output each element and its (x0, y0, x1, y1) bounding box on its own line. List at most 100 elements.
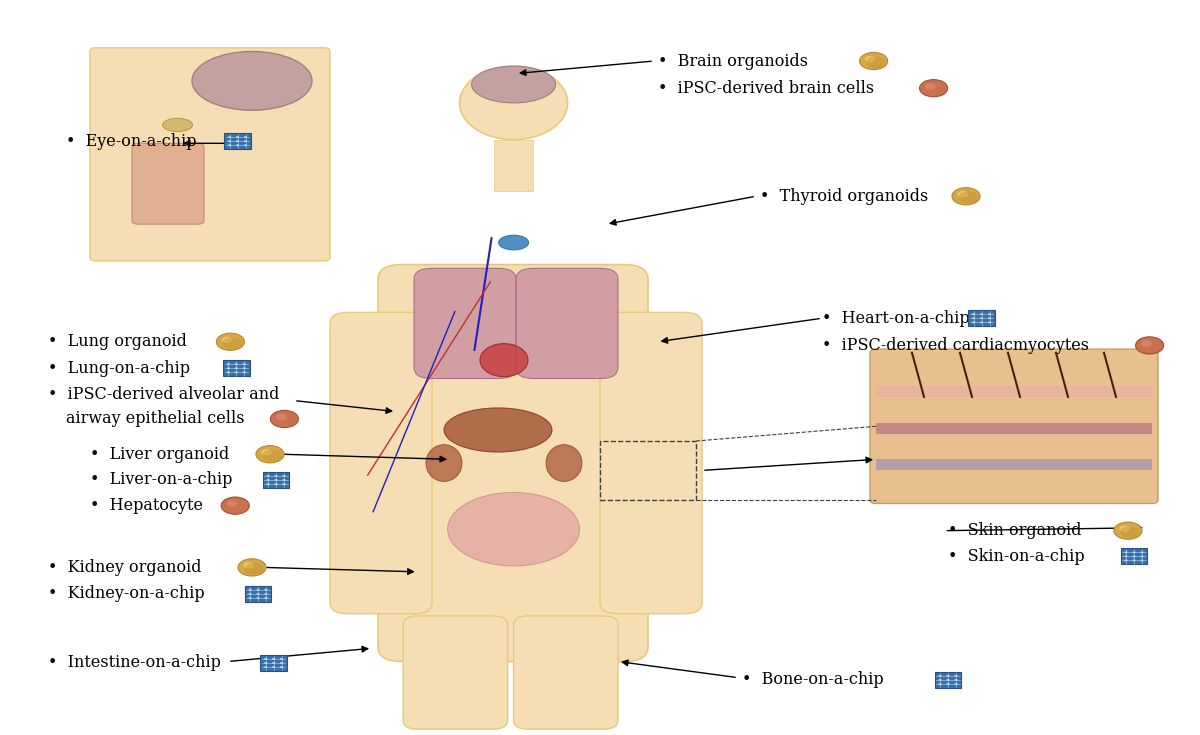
FancyBboxPatch shape (870, 349, 1158, 503)
Circle shape (947, 675, 949, 677)
Text: •  Skin organoid: • Skin organoid (948, 522, 1081, 539)
Bar (876, 459, 1152, 470)
Text: airway epithelial cells: airway epithelial cells (66, 410, 245, 428)
Circle shape (1133, 556, 1135, 557)
Circle shape (244, 136, 247, 138)
Circle shape (280, 658, 283, 660)
Circle shape (264, 662, 268, 664)
Ellipse shape (245, 563, 264, 575)
Circle shape (980, 313, 983, 315)
Ellipse shape (216, 333, 245, 351)
Circle shape (1140, 556, 1144, 557)
Circle shape (227, 371, 230, 373)
Bar (876, 423, 1152, 434)
Ellipse shape (1121, 526, 1140, 538)
Ellipse shape (163, 118, 192, 132)
Circle shape (282, 479, 286, 481)
Ellipse shape (866, 57, 886, 68)
Text: •  iPSC-derived cardiacmyocytes: • iPSC-derived cardiacmyocytes (822, 337, 1090, 354)
Ellipse shape (238, 559, 266, 576)
Circle shape (242, 363, 246, 365)
Ellipse shape (426, 445, 462, 481)
Ellipse shape (263, 450, 282, 462)
Ellipse shape (1114, 522, 1142, 539)
Circle shape (242, 368, 246, 369)
Circle shape (275, 475, 277, 477)
Circle shape (280, 662, 283, 664)
Circle shape (242, 371, 246, 373)
Circle shape (235, 371, 238, 373)
Circle shape (248, 589, 252, 591)
Circle shape (228, 144, 232, 146)
Circle shape (988, 321, 991, 323)
Circle shape (244, 140, 247, 142)
Circle shape (275, 483, 277, 485)
Ellipse shape (865, 56, 876, 62)
Bar (876, 386, 1152, 397)
Ellipse shape (859, 52, 888, 70)
FancyBboxPatch shape (132, 143, 204, 224)
Ellipse shape (499, 235, 529, 250)
Circle shape (264, 658, 268, 660)
FancyBboxPatch shape (600, 312, 702, 614)
Text: •  Brain organoids: • Brain organoids (658, 52, 808, 70)
Text: •  Intestine-on-a-chip: • Intestine-on-a-chip (48, 654, 221, 672)
Circle shape (257, 593, 259, 595)
Ellipse shape (1135, 337, 1164, 354)
Text: •  Lung-on-a-chip: • Lung-on-a-chip (48, 359, 190, 377)
Circle shape (280, 666, 283, 668)
Text: •  Kidney-on-a-chip: • Kidney-on-a-chip (48, 585, 205, 603)
Ellipse shape (444, 408, 552, 452)
Circle shape (282, 475, 286, 477)
Circle shape (1140, 551, 1144, 553)
Ellipse shape (223, 337, 242, 349)
Circle shape (266, 483, 270, 485)
Text: •  Kidney organoid: • Kidney organoid (48, 559, 202, 576)
Circle shape (988, 318, 991, 319)
FancyBboxPatch shape (263, 472, 289, 488)
Ellipse shape (448, 492, 580, 566)
Circle shape (264, 597, 268, 599)
Ellipse shape (222, 337, 233, 343)
Ellipse shape (270, 410, 299, 428)
FancyBboxPatch shape (403, 616, 508, 729)
FancyBboxPatch shape (516, 268, 618, 379)
Circle shape (972, 321, 976, 323)
Ellipse shape (925, 83, 936, 90)
Ellipse shape (221, 497, 250, 514)
Circle shape (954, 679, 958, 681)
Circle shape (236, 140, 239, 142)
Circle shape (248, 597, 252, 599)
Circle shape (257, 589, 259, 591)
Circle shape (264, 589, 268, 591)
Ellipse shape (480, 344, 528, 376)
Circle shape (972, 318, 976, 319)
FancyBboxPatch shape (90, 48, 330, 261)
Circle shape (228, 140, 232, 142)
Circle shape (980, 318, 983, 319)
Circle shape (235, 368, 238, 369)
Text: •  Lung organoid: • Lung organoid (48, 333, 187, 351)
FancyBboxPatch shape (968, 310, 995, 326)
Circle shape (266, 475, 270, 477)
Ellipse shape (958, 191, 968, 198)
Circle shape (275, 479, 277, 481)
FancyBboxPatch shape (330, 312, 432, 614)
FancyBboxPatch shape (378, 265, 648, 662)
Circle shape (282, 483, 286, 485)
Text: •  Heart-on-a-chip: • Heart-on-a-chip (822, 309, 970, 327)
FancyBboxPatch shape (514, 616, 618, 729)
Text: •  Liver-on-a-chip: • Liver-on-a-chip (90, 471, 233, 489)
Text: •  Hepatocyte: • Hepatocyte (90, 497, 203, 514)
FancyBboxPatch shape (414, 268, 516, 379)
Circle shape (236, 144, 239, 146)
FancyBboxPatch shape (935, 672, 961, 688)
Ellipse shape (276, 414, 287, 420)
Circle shape (248, 593, 252, 595)
Text: •  Liver organoid: • Liver organoid (90, 445, 229, 463)
Text: •  iPSC-derived alveolar and: • iPSC-derived alveolar and (48, 386, 280, 404)
Ellipse shape (460, 66, 568, 140)
Circle shape (264, 666, 268, 668)
Ellipse shape (1141, 340, 1152, 347)
Ellipse shape (959, 192, 978, 204)
